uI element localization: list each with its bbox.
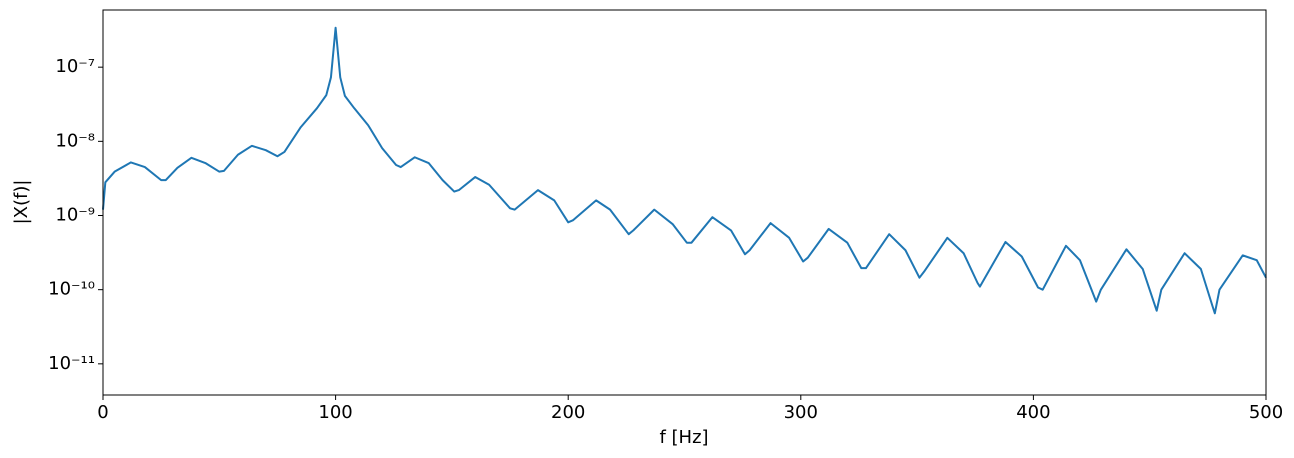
x-tick-label: 0 xyxy=(97,402,108,423)
y-tick-label: 10⁻⁷ xyxy=(55,56,95,77)
y-tick-label: 10⁻⁹ xyxy=(55,205,95,226)
x-axis-label: f [Hz] xyxy=(659,427,708,448)
y-tick-label: 10⁻⁸ xyxy=(55,130,95,151)
x-tick-label: 100 xyxy=(318,402,352,423)
x-tick-label: 200 xyxy=(551,402,585,423)
y-axis-label: |X(f)| xyxy=(11,180,32,225)
line-series xyxy=(102,26,1267,315)
x-tick-label: 500 xyxy=(1249,402,1283,423)
x-tick-label: 300 xyxy=(784,402,818,423)
y-tick-label: 10⁻¹¹ xyxy=(48,353,95,374)
plot-frame xyxy=(102,9,1267,396)
y-tick-label: 10⁻¹⁰ xyxy=(48,279,95,300)
x-tick-label: 400 xyxy=(1016,402,1050,423)
